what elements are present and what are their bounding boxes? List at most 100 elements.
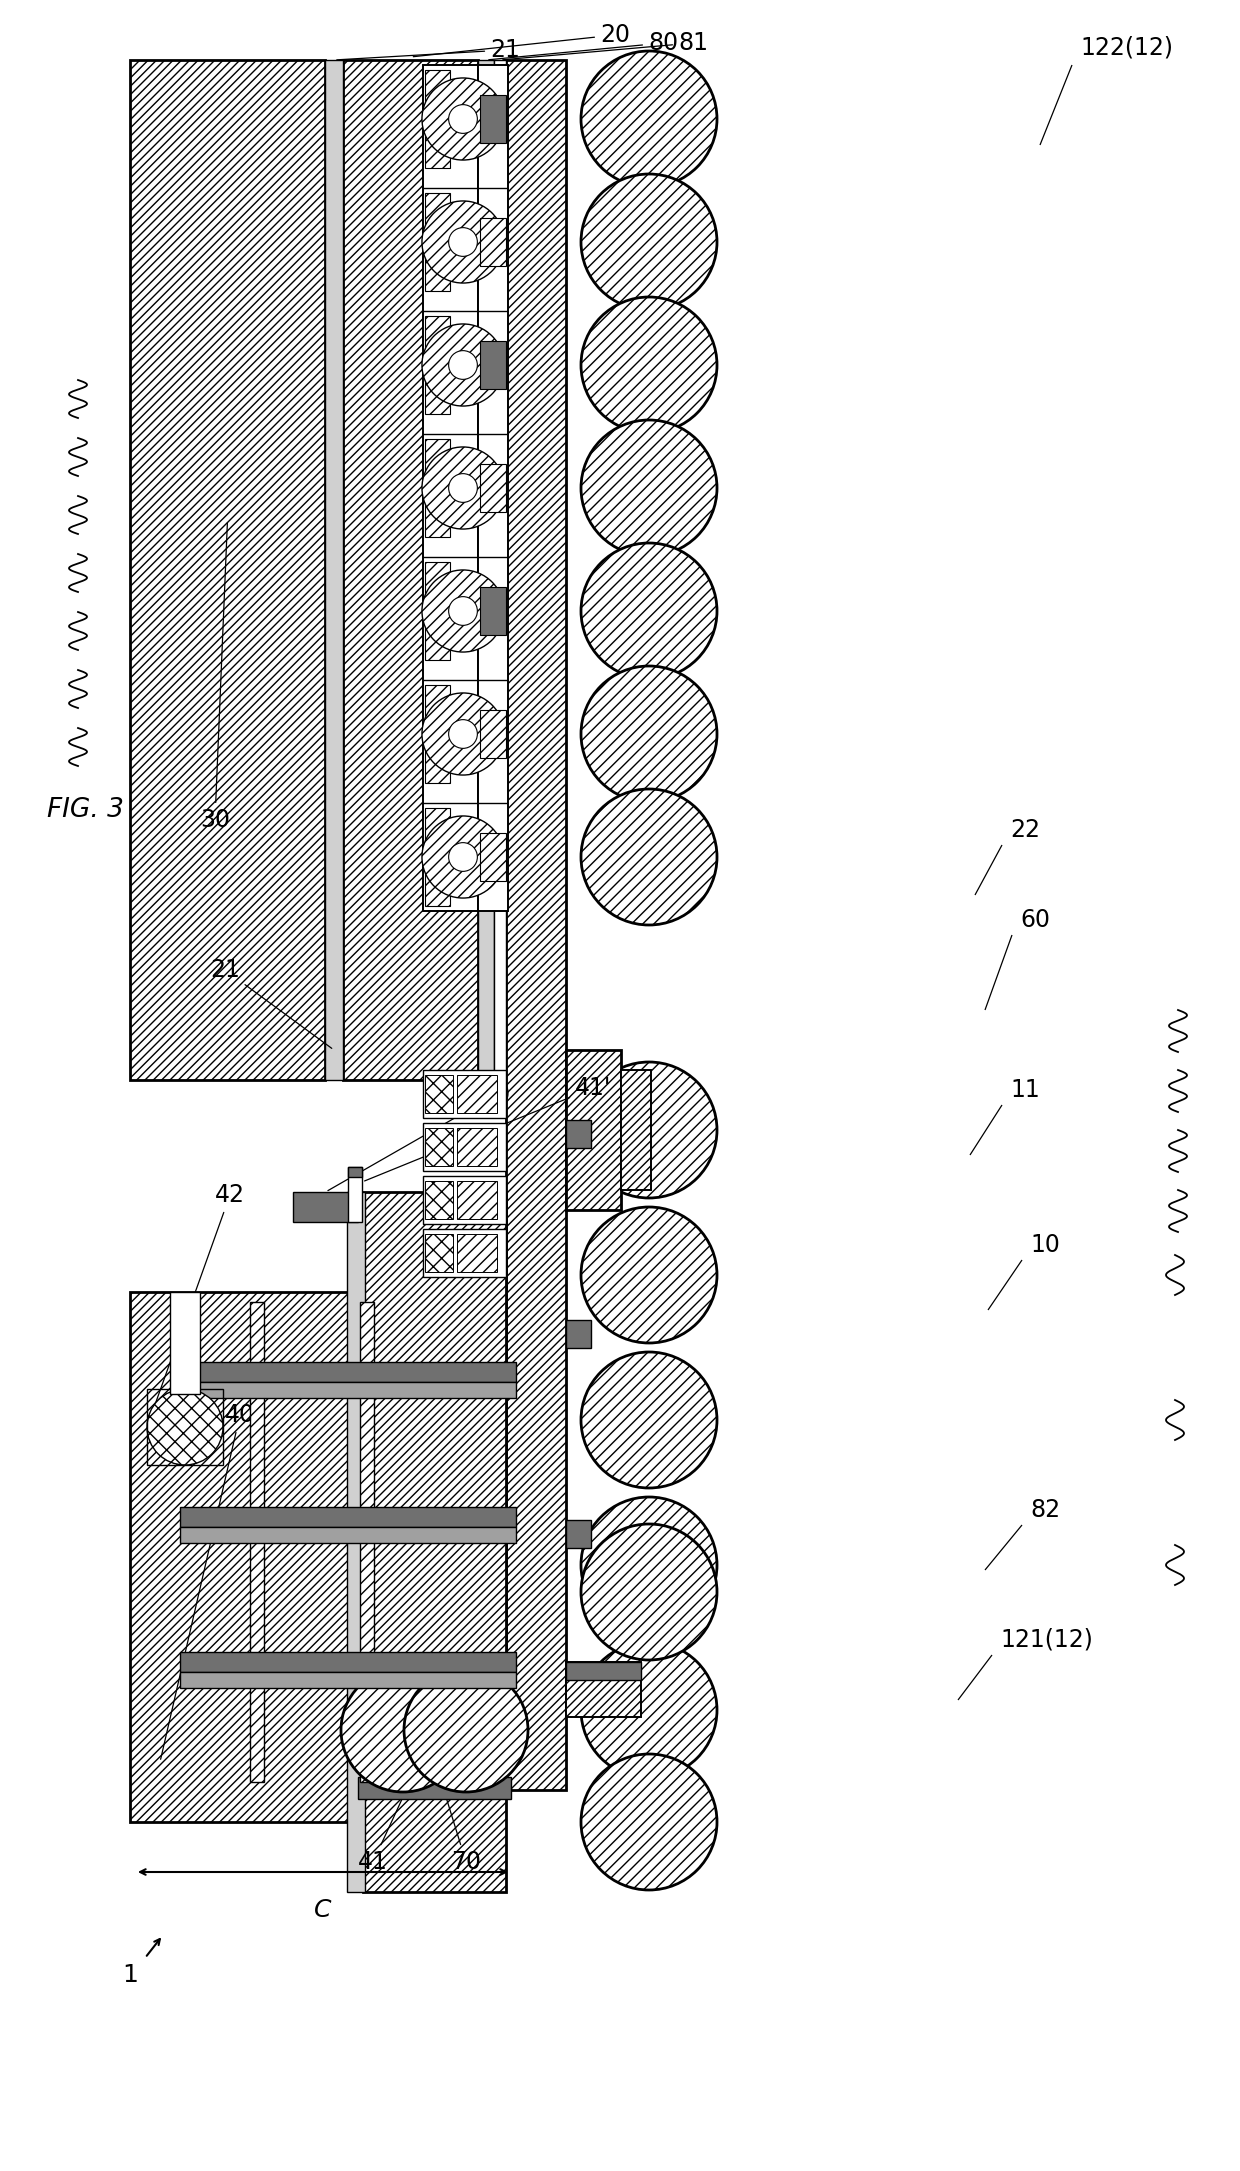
Circle shape [582, 1524, 717, 1661]
Bar [423, 1122, 506, 1170]
Text: 60: 60 [1021, 907, 1050, 931]
Circle shape [582, 1641, 717, 1778]
Circle shape [582, 1754, 717, 1891]
Bar [425, 439, 450, 536]
Bar [565, 1051, 621, 1209]
Bar [621, 1070, 651, 1190]
Circle shape [449, 719, 477, 749]
Bar [347, 1192, 365, 1891]
Bar [130, 1292, 470, 1821]
Circle shape [148, 1389, 223, 1465]
Circle shape [582, 1062, 717, 1198]
Text: 80: 80 [489, 30, 678, 61]
Circle shape [449, 842, 477, 871]
Circle shape [582, 666, 717, 801]
Bar [565, 1520, 591, 1548]
Bar [565, 1120, 591, 1148]
Bar [425, 1129, 453, 1166]
Bar [425, 562, 450, 660]
Text: 81: 81 [502, 30, 708, 61]
Text: 21: 21 [210, 957, 332, 1049]
Text: 41: 41 [358, 1800, 402, 1874]
Text: 1: 1 [122, 1963, 138, 1986]
Circle shape [422, 693, 503, 775]
Circle shape [582, 50, 717, 187]
Bar [477, 65, 508, 912]
Text: 40: 40 [161, 1402, 255, 1759]
Bar [425, 1233, 453, 1272]
Circle shape [449, 473, 477, 502]
Circle shape [422, 323, 503, 406]
Circle shape [449, 597, 477, 625]
Bar [180, 1526, 516, 1544]
Circle shape [422, 816, 503, 899]
Circle shape [582, 174, 717, 310]
Circle shape [582, 297, 717, 432]
Text: 122(12): 122(12) [1080, 37, 1173, 61]
Bar [425, 686, 450, 784]
Bar [425, 317, 450, 415]
Bar [343, 61, 477, 1079]
Bar [170, 1292, 200, 1394]
Bar [480, 465, 506, 512]
Circle shape [582, 543, 717, 680]
Bar [494, 61, 506, 1079]
Bar [360, 1303, 374, 1782]
Bar [250, 1303, 264, 1782]
Bar [425, 193, 450, 291]
Bar [425, 1075, 453, 1114]
Circle shape [449, 228, 477, 256]
Bar [565, 1663, 641, 1717]
Bar [565, 1320, 591, 1348]
Text: 82: 82 [1030, 1498, 1060, 1522]
Bar [423, 1229, 506, 1277]
Bar [293, 1192, 358, 1222]
Text: 11: 11 [1011, 1079, 1040, 1103]
Text: 20: 20 [413, 24, 630, 56]
Text: 30: 30 [200, 523, 229, 831]
Bar [423, 65, 477, 912]
Circle shape [449, 104, 477, 132]
Bar [480, 586, 506, 634]
Text: 70: 70 [446, 1800, 481, 1874]
Bar [458, 1129, 497, 1166]
Text: 41': 41' [365, 1077, 611, 1181]
Bar [358, 1778, 511, 1800]
Bar [180, 1507, 516, 1526]
Text: 21: 21 [337, 39, 520, 63]
Bar [423, 1177, 506, 1224]
Circle shape [582, 788, 717, 925]
Bar [180, 1383, 516, 1398]
Bar [148, 1389, 223, 1465]
Text: 121(12): 121(12) [999, 1628, 1092, 1652]
Circle shape [422, 202, 503, 282]
Circle shape [404, 1667, 528, 1791]
Text: FIG. 3: FIG. 3 [47, 797, 124, 823]
Bar [458, 1075, 497, 1114]
Text: 50: 50 [327, 1083, 510, 1190]
Bar [180, 1361, 516, 1383]
Bar [363, 1192, 506, 1891]
Text: 10: 10 [1030, 1233, 1060, 1257]
Circle shape [582, 1353, 717, 1487]
Bar [480, 834, 506, 881]
Bar [325, 61, 343, 1079]
Circle shape [341, 1667, 465, 1791]
Text: C: C [314, 1897, 332, 1921]
Circle shape [449, 352, 477, 380]
Bar [480, 710, 506, 758]
Bar [458, 1233, 497, 1272]
Circle shape [422, 78, 503, 161]
Circle shape [422, 571, 503, 651]
Bar [480, 96, 506, 143]
Bar [130, 61, 325, 1079]
Bar [480, 219, 506, 265]
Bar [348, 1168, 362, 1222]
Bar [506, 61, 565, 1791]
Bar [425, 808, 450, 905]
Bar [348, 1168, 362, 1177]
Circle shape [582, 419, 717, 556]
Text: 22: 22 [1011, 818, 1040, 842]
Text: 42: 42 [148, 1183, 246, 1424]
Bar [458, 1181, 497, 1218]
